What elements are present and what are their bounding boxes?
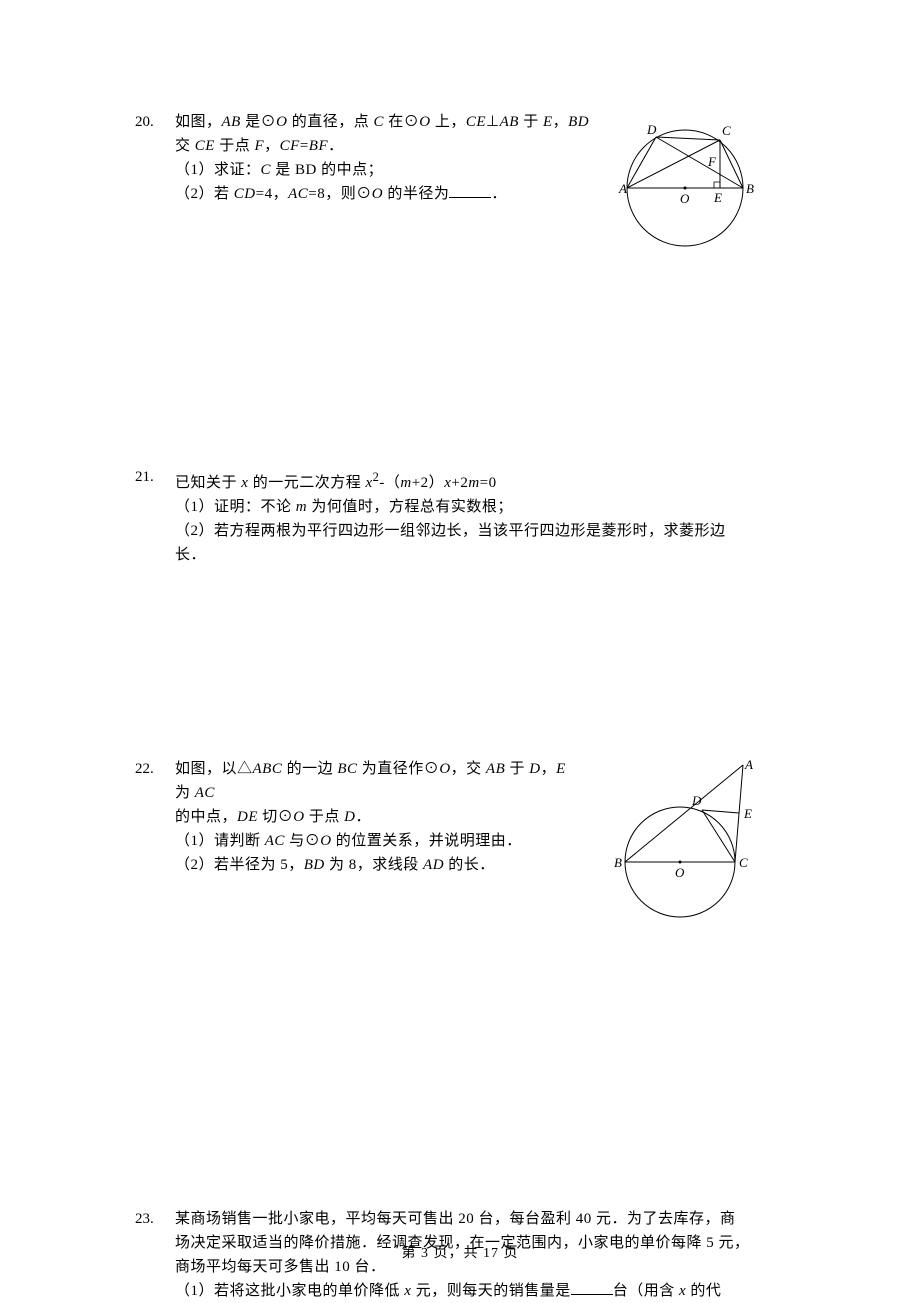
label-O-22: O	[675, 865, 685, 880]
p20-line-4: （2）若 CD=4，AC=8，则⊙O 的半径为．	[175, 182, 590, 206]
p23-line-1: 某商场销售一批小家电，平均每天可售出 20 台，每台盈利 40 元．为了去库存，…	[175, 1207, 770, 1231]
label-C-22: C	[739, 855, 748, 870]
p21-line-3: （2）若方程两根为平行四边形一组邻边长，当该平行四边形是菱形时，求菱形边	[175, 519, 770, 543]
problem-figure-20: A B C D E F O	[600, 110, 770, 255]
label-A: A	[618, 181, 627, 196]
problem-number-22: 22.	[135, 757, 175, 781]
gap-after-21	[135, 567, 770, 757]
label-O: O	[680, 191, 690, 206]
p22-line-1: 如图，以△ABC 的一边 BC 为直径作⊙O，交 AB 于 D，E 为 AC	[175, 757, 585, 805]
label-B: B	[746, 181, 754, 196]
p20-line-3: （1）求证：C 是 BD 的中点；	[175, 158, 590, 182]
label-D-22: D	[691, 793, 702, 808]
problem-figure-22: A B C D E O	[595, 757, 770, 927]
p21-line-4: 长．	[175, 543, 770, 567]
page-footer: 第 3 页，共 17 页	[0, 1242, 920, 1262]
p21-line-2: （1）证明：不论 m 为何值时，方程总有实数根；	[175, 495, 770, 519]
problem-body-21: 已知关于 x 的一元二次方程 x2-（m+2）x+2m=0 （1）证明：不论 m…	[175, 465, 770, 567]
p22-line-4: （2）若半径为 5，BD 为 8，求线段 AD 的长．	[175, 853, 585, 877]
p21-line-1: 已知关于 x 的一元二次方程 x2-（m+2）x+2m=0	[175, 465, 770, 495]
page: 20. 如图，AB 是⊙O 的直径，点 C 在⊙O 上，CE⊥AB 于 E，BD…	[0, 0, 920, 1302]
problem-21: 21. 已知关于 x 的一元二次方程 x2-（m+2）x+2m=0 （1）证明：…	[135, 465, 770, 567]
problem-text-22: 如图，以△ABC 的一边 BC 为直径作⊙O，交 AB 于 D，E 为 AC 的…	[175, 757, 585, 877]
p22-line-2: 的中点，DE 切⊙O 于点 D．	[175, 805, 585, 829]
problem-body-22: 如图，以△ABC 的一边 BC 为直径作⊙O，交 AB 于 D，E 为 AC 的…	[175, 757, 770, 927]
problem-text-20: 如图，AB 是⊙O 的直径，点 C 在⊙O 上，CE⊥AB 于 E，BD 交 C…	[175, 110, 590, 206]
problem-22: 22. 如图，以△ABC 的一边 BC 为直径作⊙O，交 AB 于 D，E 为 …	[135, 757, 770, 927]
circle-diagram-20: A B C D E F O	[600, 110, 770, 255]
problem-20: 20. 如图，AB 是⊙O 的直径，点 C 在⊙O 上，CE⊥AB 于 E，BD…	[135, 110, 770, 255]
p20-line-2: 交 CE 于点 F，CF=BF．	[175, 134, 590, 158]
problem-text-21: 已知关于 x 的一元二次方程 x2-（m+2）x+2m=0 （1）证明：不论 m…	[175, 465, 770, 567]
label-F: F	[707, 154, 717, 169]
p22-line-3: （1）请判断 AC 与⊙O 的位置关系，并说明理由．	[175, 829, 585, 853]
problem-number-23: 23.	[135, 1207, 175, 1231]
problem-number-21: 21.	[135, 465, 175, 489]
label-E-22: E	[743, 806, 752, 821]
label-E: E	[713, 190, 722, 205]
label-B-22: B	[614, 855, 622, 870]
problem-number-20: 20.	[135, 110, 175, 134]
label-D: D	[646, 122, 657, 137]
problem-body-20: 如图，AB 是⊙O 的直径，点 C 在⊙O 上，CE⊥AB 于 E，BD 交 C…	[175, 110, 770, 255]
gap-after-22	[135, 927, 770, 1207]
p20-line-1: 如图，AB 是⊙O 的直径，点 C 在⊙O 上，CE⊥AB 于 E，BD	[175, 110, 590, 134]
label-C: C	[722, 123, 731, 138]
p23-line-4: （1）若将这批小家电的单价降低 x 元，则每天的销售量是台（用含 x 的代	[175, 1279, 770, 1303]
label-A-22: A	[744, 757, 753, 772]
gap-after-20	[135, 255, 770, 465]
circle-diagram-22: A B C D E O	[595, 757, 770, 927]
